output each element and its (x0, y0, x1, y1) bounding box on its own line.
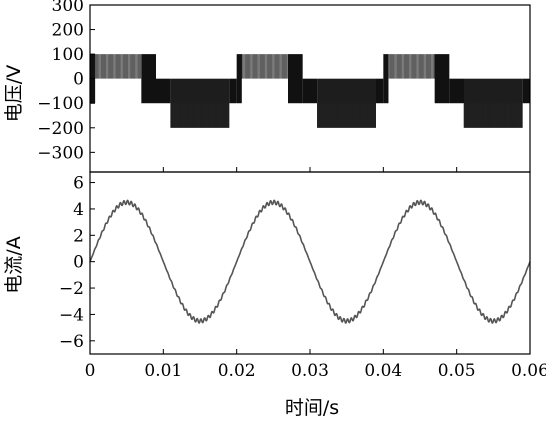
current-y-tick-label: −6 (59, 332, 84, 352)
voltage-panel: 300 200 100 0 −100 −200 −300 电压/V (3, 0, 531, 173)
pwm-block (229, 78, 237, 104)
pwm-block (376, 78, 384, 104)
x-tick-label: 0.01 (144, 361, 182, 381)
time-x-axis-label: 时间/s (285, 397, 339, 419)
pwm-block (288, 54, 303, 104)
voltage-y-ticks: 300 200 100 0 −100 −200 −300 (37, 0, 95, 163)
pwm-block (434, 54, 450, 104)
voltage-pwm-lines (94, 54, 523, 128)
current-y-axis-label: 电流/A (3, 236, 25, 293)
voltage-y-tick-label: 300 (52, 0, 84, 16)
x-tick-label: 0.06 (511, 361, 546, 381)
pwm-block (383, 54, 389, 104)
current-waveform (89, 199, 531, 324)
voltage-y-tick-label: 100 (52, 45, 84, 65)
current-y-tick-label: −4 (59, 305, 84, 325)
x-tick-label: 0.05 (438, 361, 476, 381)
time-x-ticks: 0 0.01 0.02 0.03 0.04 0.05 0.06 (85, 167, 546, 381)
pwm-block (156, 78, 171, 104)
x-tick-label: 0 (85, 361, 96, 381)
current-y-tick-label: 2 (73, 226, 84, 246)
current-y-tick-label: 0 (73, 253, 84, 273)
current-y-tick-label: 4 (73, 200, 84, 220)
current-y-tick-label: −2 (59, 279, 84, 299)
x-tick-label: 0.04 (364, 361, 402, 381)
x-tick-label: 0.02 (218, 361, 256, 381)
voltage-y-tick-label: −300 (37, 143, 84, 163)
voltage-y-tick-label: 200 (52, 21, 84, 41)
pwm-block (302, 78, 318, 104)
current-panel: 6 4 2 0 −2 −4 −6 0 0.01 0.02 0.03 0.04 0.05 0.06 电流/… (3, 167, 546, 419)
voltage-waveform (90, 54, 530, 128)
voltage-y-tick-label: −200 (37, 119, 84, 139)
voltage-y-tick-label: −100 (37, 94, 84, 114)
current-y-tick-label: 6 (73, 174, 84, 194)
pwm-block (236, 54, 242, 104)
voltage-y-axis-label: 电压/V (3, 65, 25, 122)
current-series-line (89, 199, 531, 324)
x-tick-label: 0.03 (291, 361, 329, 381)
current-y-ticks: 6 4 2 0 −2 −4 −6 (59, 174, 95, 352)
pwm-block (522, 78, 530, 104)
pwm-block (449, 78, 464, 104)
voltage-y-tick-label: 0 (73, 70, 84, 90)
pwm-block (141, 54, 156, 104)
